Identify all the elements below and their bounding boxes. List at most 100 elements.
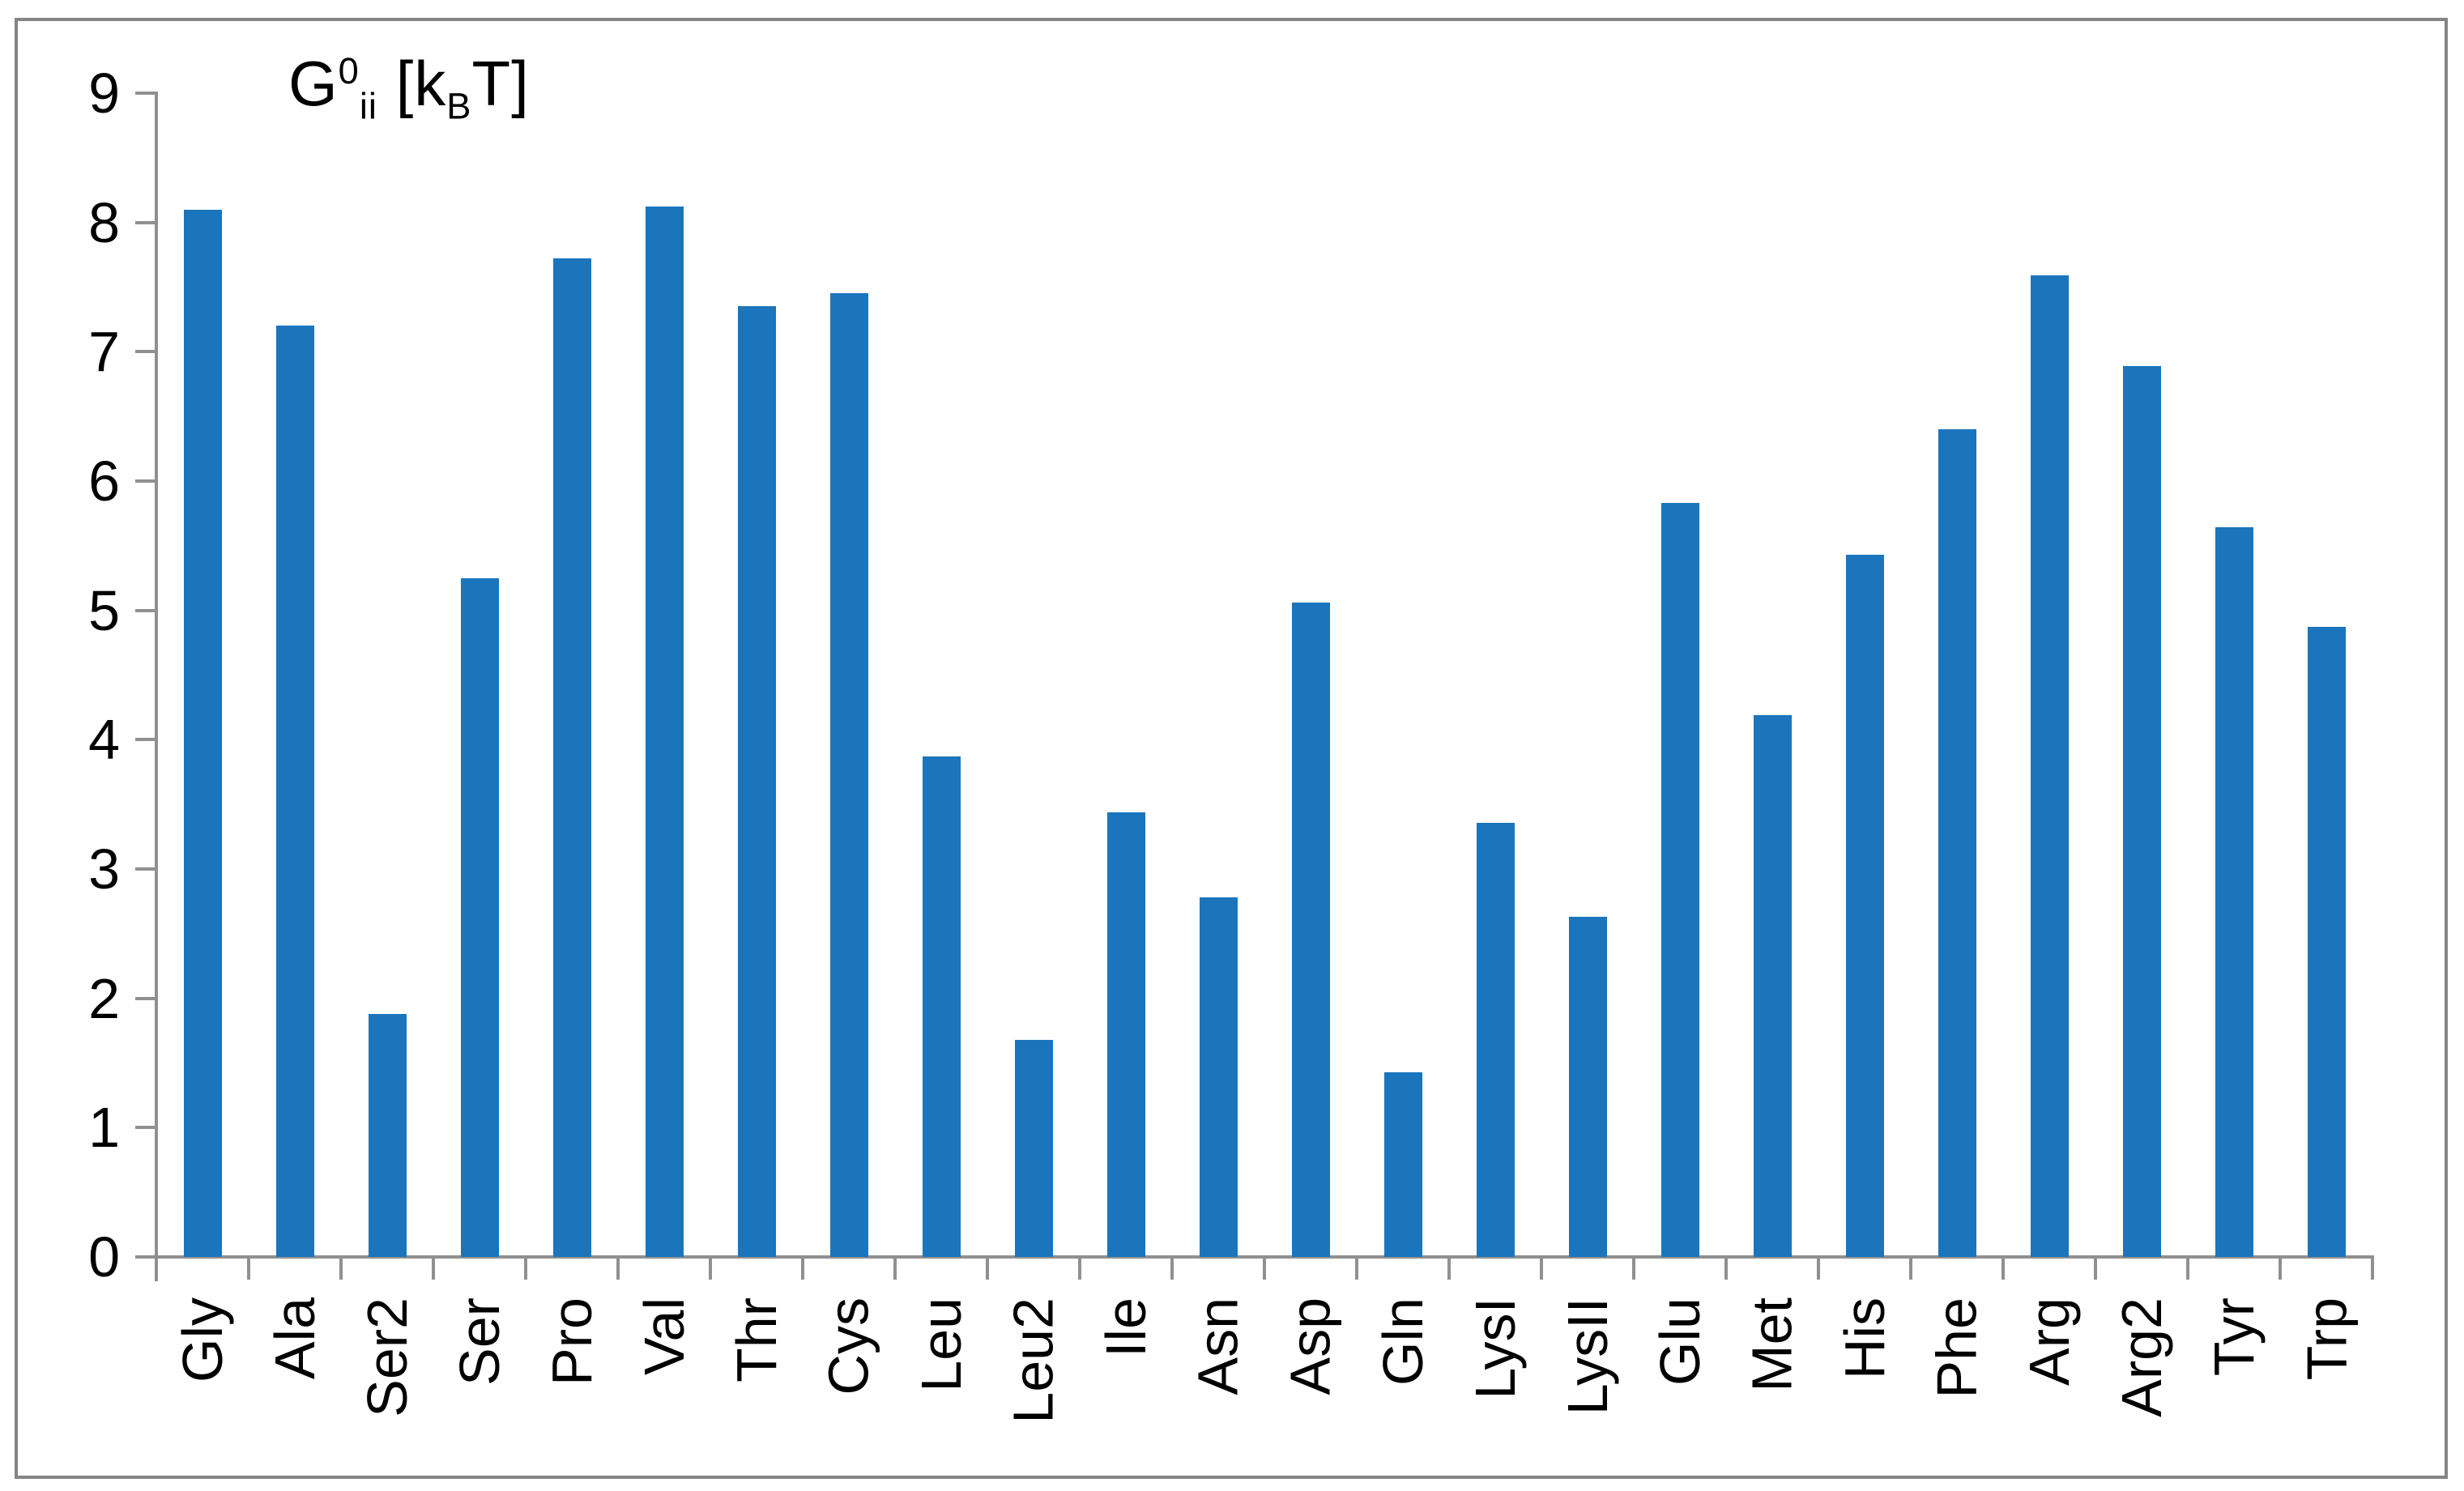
bar-phe: [1938, 429, 1976, 1257]
x-tick: [1170, 1257, 1174, 1280]
y-tick: [135, 220, 156, 224]
x-axis-label-text: Gln: [1371, 1297, 1434, 1386]
figure-border: [15, 18, 2448, 1479]
bar-leu2: [1015, 1039, 1053, 1257]
x-axis-label-text: Trp: [2295, 1297, 2358, 1381]
x-axis-label-text: Ser2: [356, 1297, 419, 1417]
x-tick: [1909, 1257, 1912, 1280]
x-axis-label-text: Met: [1741, 1297, 1804, 1392]
x-tick: [1632, 1257, 1635, 1280]
title-unit-close: T]: [471, 48, 530, 119]
y-tick-label: 8: [88, 190, 120, 254]
x-axis-label-text: Arg2: [2110, 1297, 2173, 1417]
y-tick-label: 0: [88, 1225, 120, 1289]
y-tick: [135, 867, 156, 871]
x-axis-label-text: Leu: [910, 1297, 973, 1392]
x-tick: [2186, 1257, 2189, 1280]
bar-arg2: [2123, 365, 2161, 1257]
x-tick: [247, 1257, 250, 1280]
x-axis-label-text: Tyr: [2202, 1297, 2266, 1377]
y-tick-label: 4: [88, 708, 120, 772]
x-tick: [2371, 1257, 2374, 1280]
x-axis-label-text: Ile: [1094, 1297, 1157, 1357]
title-unit-open: [k: [377, 48, 447, 119]
title-base: G: [288, 48, 339, 119]
bar-lysi: [1477, 822, 1515, 1257]
bar-arg: [2031, 275, 2069, 1257]
x-tick: [709, 1257, 712, 1280]
title-subscript: ii: [359, 85, 377, 127]
bar-trp: [2308, 627, 2346, 1257]
chart-title: G0ii [kBT]: [288, 47, 530, 128]
bar-ala: [276, 326, 314, 1257]
x-tick: [1263, 1257, 1266, 1280]
y-tick: [135, 1126, 156, 1130]
y-tick: [135, 479, 156, 483]
x-axis-label-text: Val: [633, 1297, 696, 1375]
x-tick: [986, 1257, 989, 1280]
bar-his: [1846, 554, 1884, 1257]
bar-gln: [1384, 1071, 1422, 1257]
bar-ile: [1107, 812, 1145, 1257]
x-axis-label-text: LysII: [1556, 1297, 1619, 1416]
y-tick: [135, 91, 156, 95]
x-axis-label-text: Ser: [448, 1297, 511, 1386]
x-axis-label-text: His: [1833, 1297, 1896, 1380]
y-tick: [135, 1255, 156, 1259]
bar-leu: [923, 756, 961, 1257]
x-tick: [2279, 1257, 2282, 1280]
x-axis-label-text: Asn: [1187, 1297, 1250, 1395]
x-tick: [155, 1257, 158, 1280]
bar-val: [646, 207, 684, 1257]
x-axis-label-text: Phe: [1925, 1297, 1989, 1399]
x-axis-label-text: Arg: [2018, 1297, 2081, 1386]
x-axis-label-text: Leu2: [1002, 1297, 1065, 1424]
title-unit-subscript: B: [446, 85, 472, 127]
bar-cys: [830, 293, 868, 1257]
x-axis-label-text: Glu: [1648, 1297, 1712, 1386]
x-axis-label-text: Thr: [725, 1297, 788, 1382]
x-tick: [1078, 1257, 1081, 1280]
y-tick-label: 6: [88, 449, 120, 513]
x-axis-label-text: Pro: [540, 1297, 603, 1386]
x-tick: [2094, 1257, 2097, 1280]
bar-met: [1754, 714, 1792, 1257]
y-tick-label: 3: [88, 837, 120, 901]
bar-ser2: [369, 1013, 407, 1257]
x-axis-label-text: Gly: [171, 1297, 234, 1382]
x-tick: [339, 1257, 343, 1280]
y-axis-line: [155, 92, 158, 1281]
x-tick: [1817, 1257, 1820, 1280]
x-tick: [432, 1257, 435, 1280]
bar-gly: [184, 209, 222, 1257]
bar-asp: [1292, 603, 1330, 1257]
y-tick: [135, 738, 156, 742]
x-axis-label-text: Cys: [817, 1297, 880, 1395]
bar-glu: [1661, 503, 1699, 1257]
bar-ser: [461, 577, 499, 1257]
x-tick: [616, 1257, 620, 1280]
x-tick: [2001, 1257, 2005, 1280]
bar-thr: [738, 306, 776, 1257]
y-tick-label: 1: [88, 1096, 120, 1160]
x-tick: [1724, 1257, 1728, 1280]
bar-lysii: [1569, 917, 1607, 1257]
x-axis-label-text: Ala: [263, 1297, 326, 1380]
y-tick-label: 2: [88, 966, 120, 1030]
x-tick: [524, 1257, 527, 1280]
title-superscript: 0: [338, 50, 360, 92]
bar-tyr: [2215, 527, 2253, 1257]
x-tick: [893, 1257, 897, 1280]
x-tick: [801, 1257, 804, 1280]
y-tick: [135, 350, 156, 354]
bar-pro: [553, 258, 591, 1257]
x-tick: [1540, 1257, 1543, 1280]
x-tick: [1447, 1257, 1451, 1280]
y-tick-label: 5: [88, 578, 120, 642]
x-axis-label-text: LysI: [1464, 1297, 1527, 1399]
y-tick-label: 7: [88, 320, 120, 384]
x-tick: [1355, 1257, 1358, 1280]
y-tick-label: 9: [88, 61, 120, 125]
bar-asn: [1200, 897, 1238, 1257]
